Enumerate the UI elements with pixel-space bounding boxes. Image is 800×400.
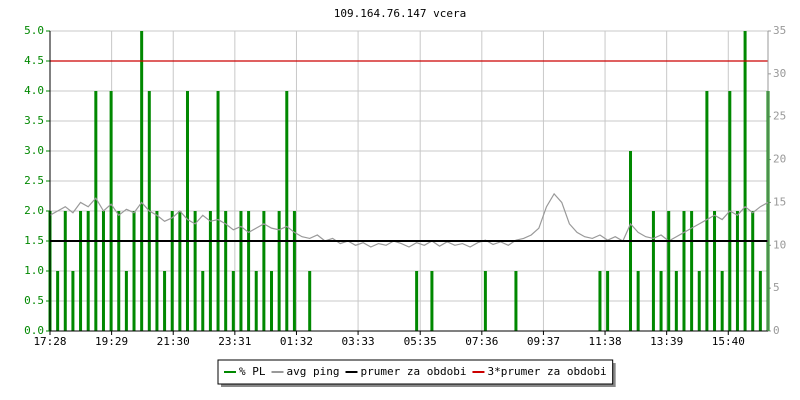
pl-bar [170,211,174,331]
pl-bar [308,271,312,331]
pl-bar [254,271,258,331]
pl-bar [216,91,220,331]
pl-bar [262,211,266,331]
y2-tick-label: 20 [773,153,786,166]
pl-bar [751,211,755,331]
pl-bar [155,211,159,331]
legend-label: avg ping [287,365,340,378]
pl-bar [101,211,105,331]
pl-bar [185,91,189,331]
pl-bar [71,271,75,331]
pl-bar [270,271,274,331]
y2-tick-label: 15 [773,195,786,208]
x-tick-label: 05:35 [404,335,437,348]
pl-bar [178,211,182,331]
legend-label: 3*prumer za obdobi [487,365,606,378]
pl-bar [682,211,686,331]
pl-bar [735,211,739,331]
pl-bar [193,211,197,331]
pl-bar [79,211,83,331]
x-tick-label: 01:32 [280,335,313,348]
y-tick-label: 1.5 [24,234,44,247]
pl-bar [292,211,296,331]
pl-bar [132,211,136,331]
pl-bar [667,211,671,331]
y-tick-label: 3.0 [24,144,44,157]
pl-bar [247,211,251,331]
pl-bar [690,211,694,331]
pl-bar [743,31,747,331]
pl-bar [86,211,90,331]
pl-bar [415,271,419,331]
y-tick-label: 4.0 [24,84,44,97]
x-tick-label: 11:38 [588,335,621,348]
x-tick-label: 09:37 [527,335,560,348]
y-tick-label: 0.0 [24,324,44,337]
pl-bar [674,271,678,331]
pl-bar [758,271,762,331]
pl-bar [713,211,717,331]
pl-bar [606,271,610,331]
x-tick-label: 21:30 [157,335,190,348]
y2-tick-label: 35 [773,24,786,37]
y2-tick-label: 5 [773,281,780,294]
pl-bar [239,211,243,331]
y-tick-label: 4.5 [24,54,44,67]
y-tick-label: 3.5 [24,114,44,127]
pl-bar [109,91,113,331]
y-tick-label: 1.0 [24,264,44,277]
legend: % PL avg ping prumer za obdobi 3*prumer za … [217,359,616,387]
pl-bar [430,271,434,331]
pl-bar [208,211,212,331]
x-tick-label: 23:31 [218,335,251,348]
pl-bar [514,271,518,331]
pl-bar [163,271,167,331]
ping-line [49,192,769,248]
pl-bar [720,271,724,331]
pl-bar [124,271,128,331]
pl-bar [598,271,602,331]
pl-bar [697,271,701,331]
y-tick-label: 0.5 [24,294,44,307]
y-tick-label: 2.0 [24,204,44,217]
pl-bar [659,271,663,331]
pl-bar [705,91,709,331]
x-tick-label: 07:36 [465,335,498,348]
pl-bar [201,271,205,331]
pl-bar [224,211,228,331]
y2-tick-label: 30 [773,67,786,80]
pl-bar [117,211,121,331]
y-tick-label: 5.0 [24,24,44,37]
x-tick-label: 03:33 [342,335,375,348]
pl-bar [231,271,235,331]
pl-bar [56,271,60,331]
pl-bar [63,211,67,331]
pl-bar [636,271,640,331]
x-tick-label: 13:39 [650,335,683,348]
pl-bar [651,211,655,331]
legend-box [217,359,614,385]
pl-bar [285,91,289,331]
chart-title: 109.164.76.147 vcera [334,7,466,20]
y2-tick-label: 10 [773,238,786,251]
y-tick-label: 2.5 [24,174,44,187]
pl-bar [94,91,98,331]
pl-bar [483,271,487,331]
x-tick-label: 15:40 [712,335,745,348]
y2-tick-label: 0 [773,324,780,337]
y2-tick-label: 25 [773,110,786,123]
legend-label: % PL [239,365,266,378]
pl-bar [140,31,144,331]
legend-label: prumer za obdobi [360,365,466,378]
pl-bar [277,211,281,331]
x-tick-label: 17:28 [33,335,66,348]
x-tick-label: 19:29 [95,335,128,348]
